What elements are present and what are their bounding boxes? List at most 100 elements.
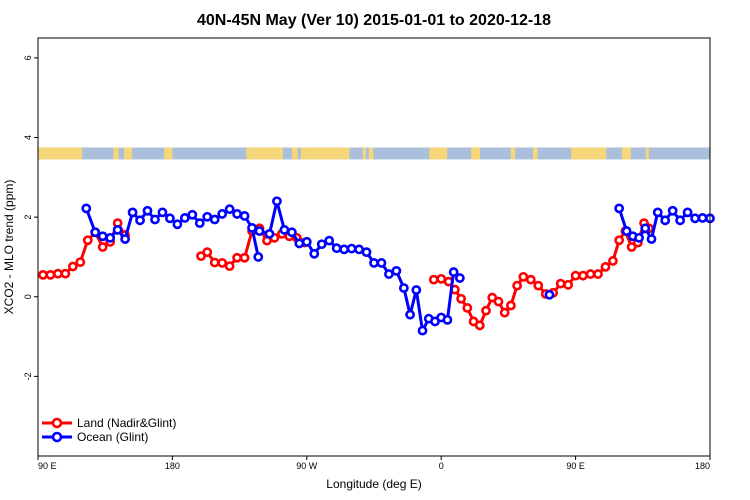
land-data-point	[202, 247, 213, 258]
land-data-point	[209, 257, 220, 268]
ocean-data-point	[634, 232, 644, 243]
land-data-point	[474, 320, 485, 331]
ocean-data-point	[316, 239, 327, 250]
land-data-point	[456, 293, 467, 304]
chart-title: 40N-45N May (Ver 10) 2015-01-01 to 2020-…	[197, 12, 551, 29]
ocean-data-point	[120, 234, 131, 244]
land-ocean-mask	[38, 147, 710, 160]
land-data-point	[533, 280, 544, 291]
ocean-data-point	[391, 265, 402, 276]
ocean-data-point	[682, 207, 693, 218]
land-data-point	[217, 258, 228, 268]
legend-ocean-label: Ocean (Glint)	[77, 430, 148, 444]
land-data-point	[499, 307, 510, 318]
land-segment	[246, 147, 283, 160]
land-data-point	[67, 261, 78, 272]
ocean-data-point	[346, 243, 357, 254]
ocean-data-point	[324, 235, 335, 246]
ocean-data-point	[209, 214, 220, 225]
land-segment	[300, 147, 307, 160]
ocean-data-point	[442, 314, 453, 325]
ocean-data-point	[105, 232, 116, 243]
x-tick-label: 0	[439, 461, 444, 471]
y-tick-label: 4	[23, 135, 33, 140]
ocean-data-point	[614, 203, 625, 214]
y-tick-label: 6	[23, 55, 33, 60]
land-data-point	[436, 273, 447, 284]
land-segment	[429, 147, 448, 160]
land-segment	[362, 147, 366, 160]
ocean-data-point	[97, 231, 108, 242]
ocean-data-point	[81, 203, 92, 214]
x-tick-label: 90 E	[566, 461, 585, 471]
x-axis-label: Longitude (deg E)	[326, 477, 421, 491]
x-axis: 90 E 180 90 W 0 90 E 180	[37, 456, 711, 471]
land-data-point	[53, 268, 63, 279]
ocean-data-point	[264, 228, 275, 239]
ocean-data-point	[172, 219, 183, 230]
land-segment	[471, 147, 481, 160]
ocean-data-point	[405, 309, 415, 320]
ocean-data-point	[640, 223, 651, 234]
ocean-data-point	[646, 234, 657, 244]
land-data-point	[428, 274, 439, 285]
land-segment	[621, 147, 631, 160]
land-series-line	[43, 221, 127, 277]
land-segment	[164, 147, 173, 160]
y-axis-label: XCO2 - MLO trend (ppm)	[2, 180, 16, 315]
ocean-data-point	[142, 205, 153, 216]
land-segment	[38, 147, 83, 160]
land-segment	[127, 147, 133, 160]
land-data-point	[614, 235, 625, 246]
land-data-point	[232, 252, 243, 263]
ocean-data-point	[309, 248, 320, 259]
ocean-data-point	[331, 243, 342, 254]
land-data-point	[570, 270, 581, 281]
ocean-data-point	[179, 213, 190, 223]
ocean-data-point	[165, 213, 175, 224]
ocean-data-point	[254, 226, 265, 236]
land-data-point	[75, 257, 86, 268]
y-tick-label: -2	[23, 372, 33, 380]
land-data-point	[555, 278, 566, 289]
land-segment	[645, 147, 649, 160]
ocean-data-point	[112, 224, 123, 235]
ocean-data-point	[202, 211, 213, 222]
land-data-point	[38, 269, 48, 280]
ocean-data-point	[301, 236, 312, 247]
ocean-data-point	[127, 207, 138, 218]
ocean-data-point	[194, 218, 205, 229]
land-data-point	[608, 256, 618, 266]
ocean-data-point	[239, 211, 250, 221]
x-tick-label: 90 W	[296, 461, 318, 471]
legend-land-label: Land (Nadir&Glint)	[77, 416, 176, 430]
land-data-point	[525, 274, 536, 285]
land-data-point	[593, 269, 603, 279]
land-data-point	[518, 271, 529, 282]
land-data-point	[45, 269, 56, 280]
ocean-data-point	[384, 269, 394, 279]
land-data-point	[239, 252, 250, 263]
land-segment	[306, 147, 350, 160]
land-segment	[113, 147, 119, 160]
y-tick-label: 2	[23, 215, 33, 220]
ocean-data-point	[187, 209, 198, 220]
land-data-point	[512, 280, 523, 291]
ocean-data-point	[660, 215, 671, 226]
ocean-data-point	[369, 258, 379, 268]
ocean-data-point	[286, 227, 297, 238]
y-tick-label: 0	[23, 294, 33, 299]
ocean-data-point	[354, 244, 364, 255]
ocean-data-point	[690, 213, 700, 224]
plot-frame	[37, 37, 711, 457]
land-segment	[533, 147, 538, 160]
ocean-data-point	[217, 209, 228, 219]
ocean-data-point	[398, 283, 409, 293]
ocean-data-point	[150, 214, 160, 225]
land-segment	[291, 147, 298, 160]
ocean-series-line	[259, 199, 461, 333]
series-layer	[38, 196, 715, 336]
land-segment	[510, 147, 516, 160]
land-segment	[123, 147, 128, 160]
